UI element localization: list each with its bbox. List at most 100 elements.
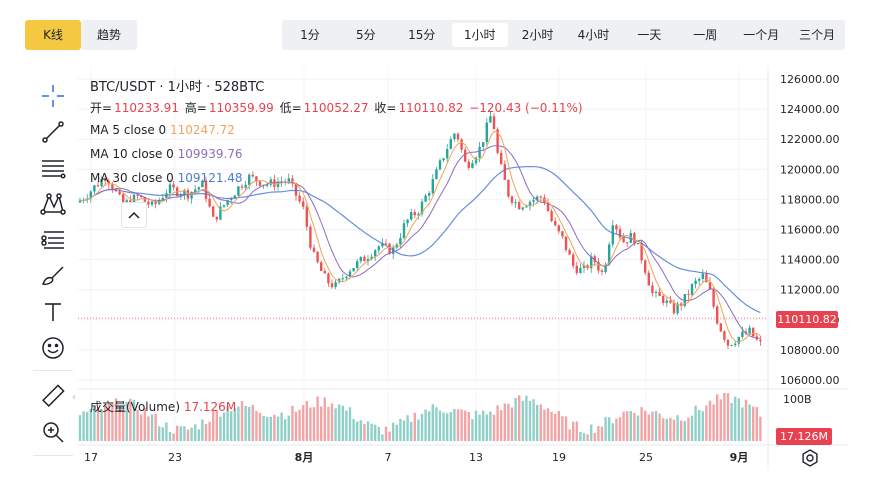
volume-bar: [672, 419, 676, 441]
candle-body: [647, 272, 650, 286]
volume-bar: [550, 411, 553, 441]
candle-body: [395, 244, 398, 248]
volume-bar: [723, 393, 726, 441]
candle-body: [147, 201, 150, 205]
volume-bar: [194, 424, 197, 441]
interval-5m[interactable]: 5分: [356, 28, 376, 42]
candle-body: [107, 180, 110, 185]
volume-bar: [219, 416, 222, 441]
emoji-icon[interactable]: [37, 332, 69, 364]
volume-bar: [251, 405, 254, 441]
candle-body: [723, 331, 726, 340]
collapse-legend-button[interactable]: [121, 202, 147, 228]
text-icon[interactable]: [37, 296, 69, 328]
ma10-value: 109939.76: [177, 147, 243, 161]
candle-body: [305, 206, 308, 227]
candle-body: [240, 186, 244, 188]
volume-bar: [341, 405, 344, 441]
candle-body: [230, 198, 233, 201]
volume-bar: [554, 413, 557, 441]
interval-4h[interactable]: 4小时: [577, 28, 610, 42]
candle-body: [615, 225, 618, 230]
volume-bar: [284, 419, 287, 441]
volume-bar: [359, 420, 362, 441]
candle-body: [237, 186, 240, 196]
volume-bar: [302, 405, 305, 441]
candle-body: [258, 181, 262, 186]
candlestick-chart[interactable]: 126000.00 124000.00 122000.00 120000.00 1180…: [78, 66, 848, 470]
trend-line-icon[interactable]: [37, 116, 69, 148]
candle-body: [136, 194, 139, 196]
candle-body: [352, 267, 355, 272]
candle-body: [734, 343, 737, 346]
volume-bar: [489, 411, 492, 441]
candle-body: [449, 139, 452, 150]
volume-bar: [320, 406, 323, 441]
candle-body: [564, 236, 568, 250]
interval-1w[interactable]: 一周: [693, 28, 718, 42]
interval-1m[interactable]: 1分: [300, 28, 320, 42]
volume-bar: [543, 409, 546, 441]
candle-body: [226, 200, 229, 206]
toolbar-divider: [33, 370, 73, 371]
zoom-icon[interactable]: [37, 416, 69, 448]
volume-bar: [532, 399, 535, 441]
volume-bar: [456, 409, 460, 441]
candle-body: [341, 278, 344, 280]
candle-body: [536, 196, 539, 201]
candle-body: [140, 195, 143, 198]
volume-bar: [118, 409, 121, 441]
volume-bar: [640, 407, 643, 441]
volume-bar: [446, 413, 449, 441]
volume-bar: [226, 406, 229, 441]
candle-body: [658, 291, 661, 296]
volume-value: 17.126M: [183, 400, 237, 414]
candle-body: [716, 306, 719, 324]
interval-15m[interactable]: 15分: [408, 28, 436, 42]
candle-body: [114, 189, 118, 192]
volume-bar: [572, 421, 575, 441]
volume-bar: [244, 405, 247, 441]
volume-bar: [752, 406, 755, 441]
volume-bar: [712, 404, 715, 441]
volume-bar: [658, 413, 661, 441]
scroll-left-icon[interactable]: ‹: [72, 392, 76, 403]
interval-3mo[interactable]: 三个月: [799, 28, 836, 42]
settings-icon[interactable]: [800, 448, 820, 468]
volume-bar: [690, 415, 694, 441]
tab-kline[interactable]: K线: [25, 20, 81, 50]
volume-bar: [388, 431, 391, 441]
volume-bar: [276, 416, 280, 441]
candle-body: [654, 291, 658, 293]
volume-bar: [176, 425, 179, 441]
horizontal-lines-icon[interactable]: [37, 152, 69, 184]
interval-2h[interactable]: 2小时: [521, 28, 554, 42]
candle-body: [78, 200, 82, 203]
fib-icon[interactable]: [37, 224, 69, 256]
candle-body: [453, 133, 456, 140]
pattern-icon[interactable]: [37, 188, 69, 220]
tab-trend[interactable]: 趋势: [81, 20, 137, 50]
candle-body: [557, 225, 560, 232]
volume-bar: [179, 426, 182, 441]
volume-bar: [536, 404, 539, 441]
candle-body: [420, 201, 424, 214]
chart-legend: BTC/USDT · 1小时 · 528BTC 开= 110233.91 高= 11…: [90, 78, 585, 188]
candle-body: [294, 183, 298, 196]
volume-bar: [125, 402, 128, 441]
volume-bar: [291, 405, 294, 441]
interval-1mo[interactable]: 一个月: [743, 28, 780, 42]
volume-bar: [395, 424, 398, 441]
candle-body: [744, 331, 748, 334]
candle-body: [161, 197, 164, 200]
candle-body: [179, 194, 182, 196]
volume-bar: [392, 422, 395, 441]
candle-body: [194, 189, 197, 192]
crosshair-icon[interactable]: [37, 80, 69, 112]
interval-1d[interactable]: 一天: [637, 28, 662, 42]
candle-body: [640, 243, 643, 261]
interval-1h[interactable]: 1小时: [451, 23, 508, 47]
ruler-icon[interactable]: [37, 380, 69, 412]
change-value: −120.43 (−0.11%): [469, 101, 583, 115]
brush-icon[interactable]: [37, 260, 69, 292]
